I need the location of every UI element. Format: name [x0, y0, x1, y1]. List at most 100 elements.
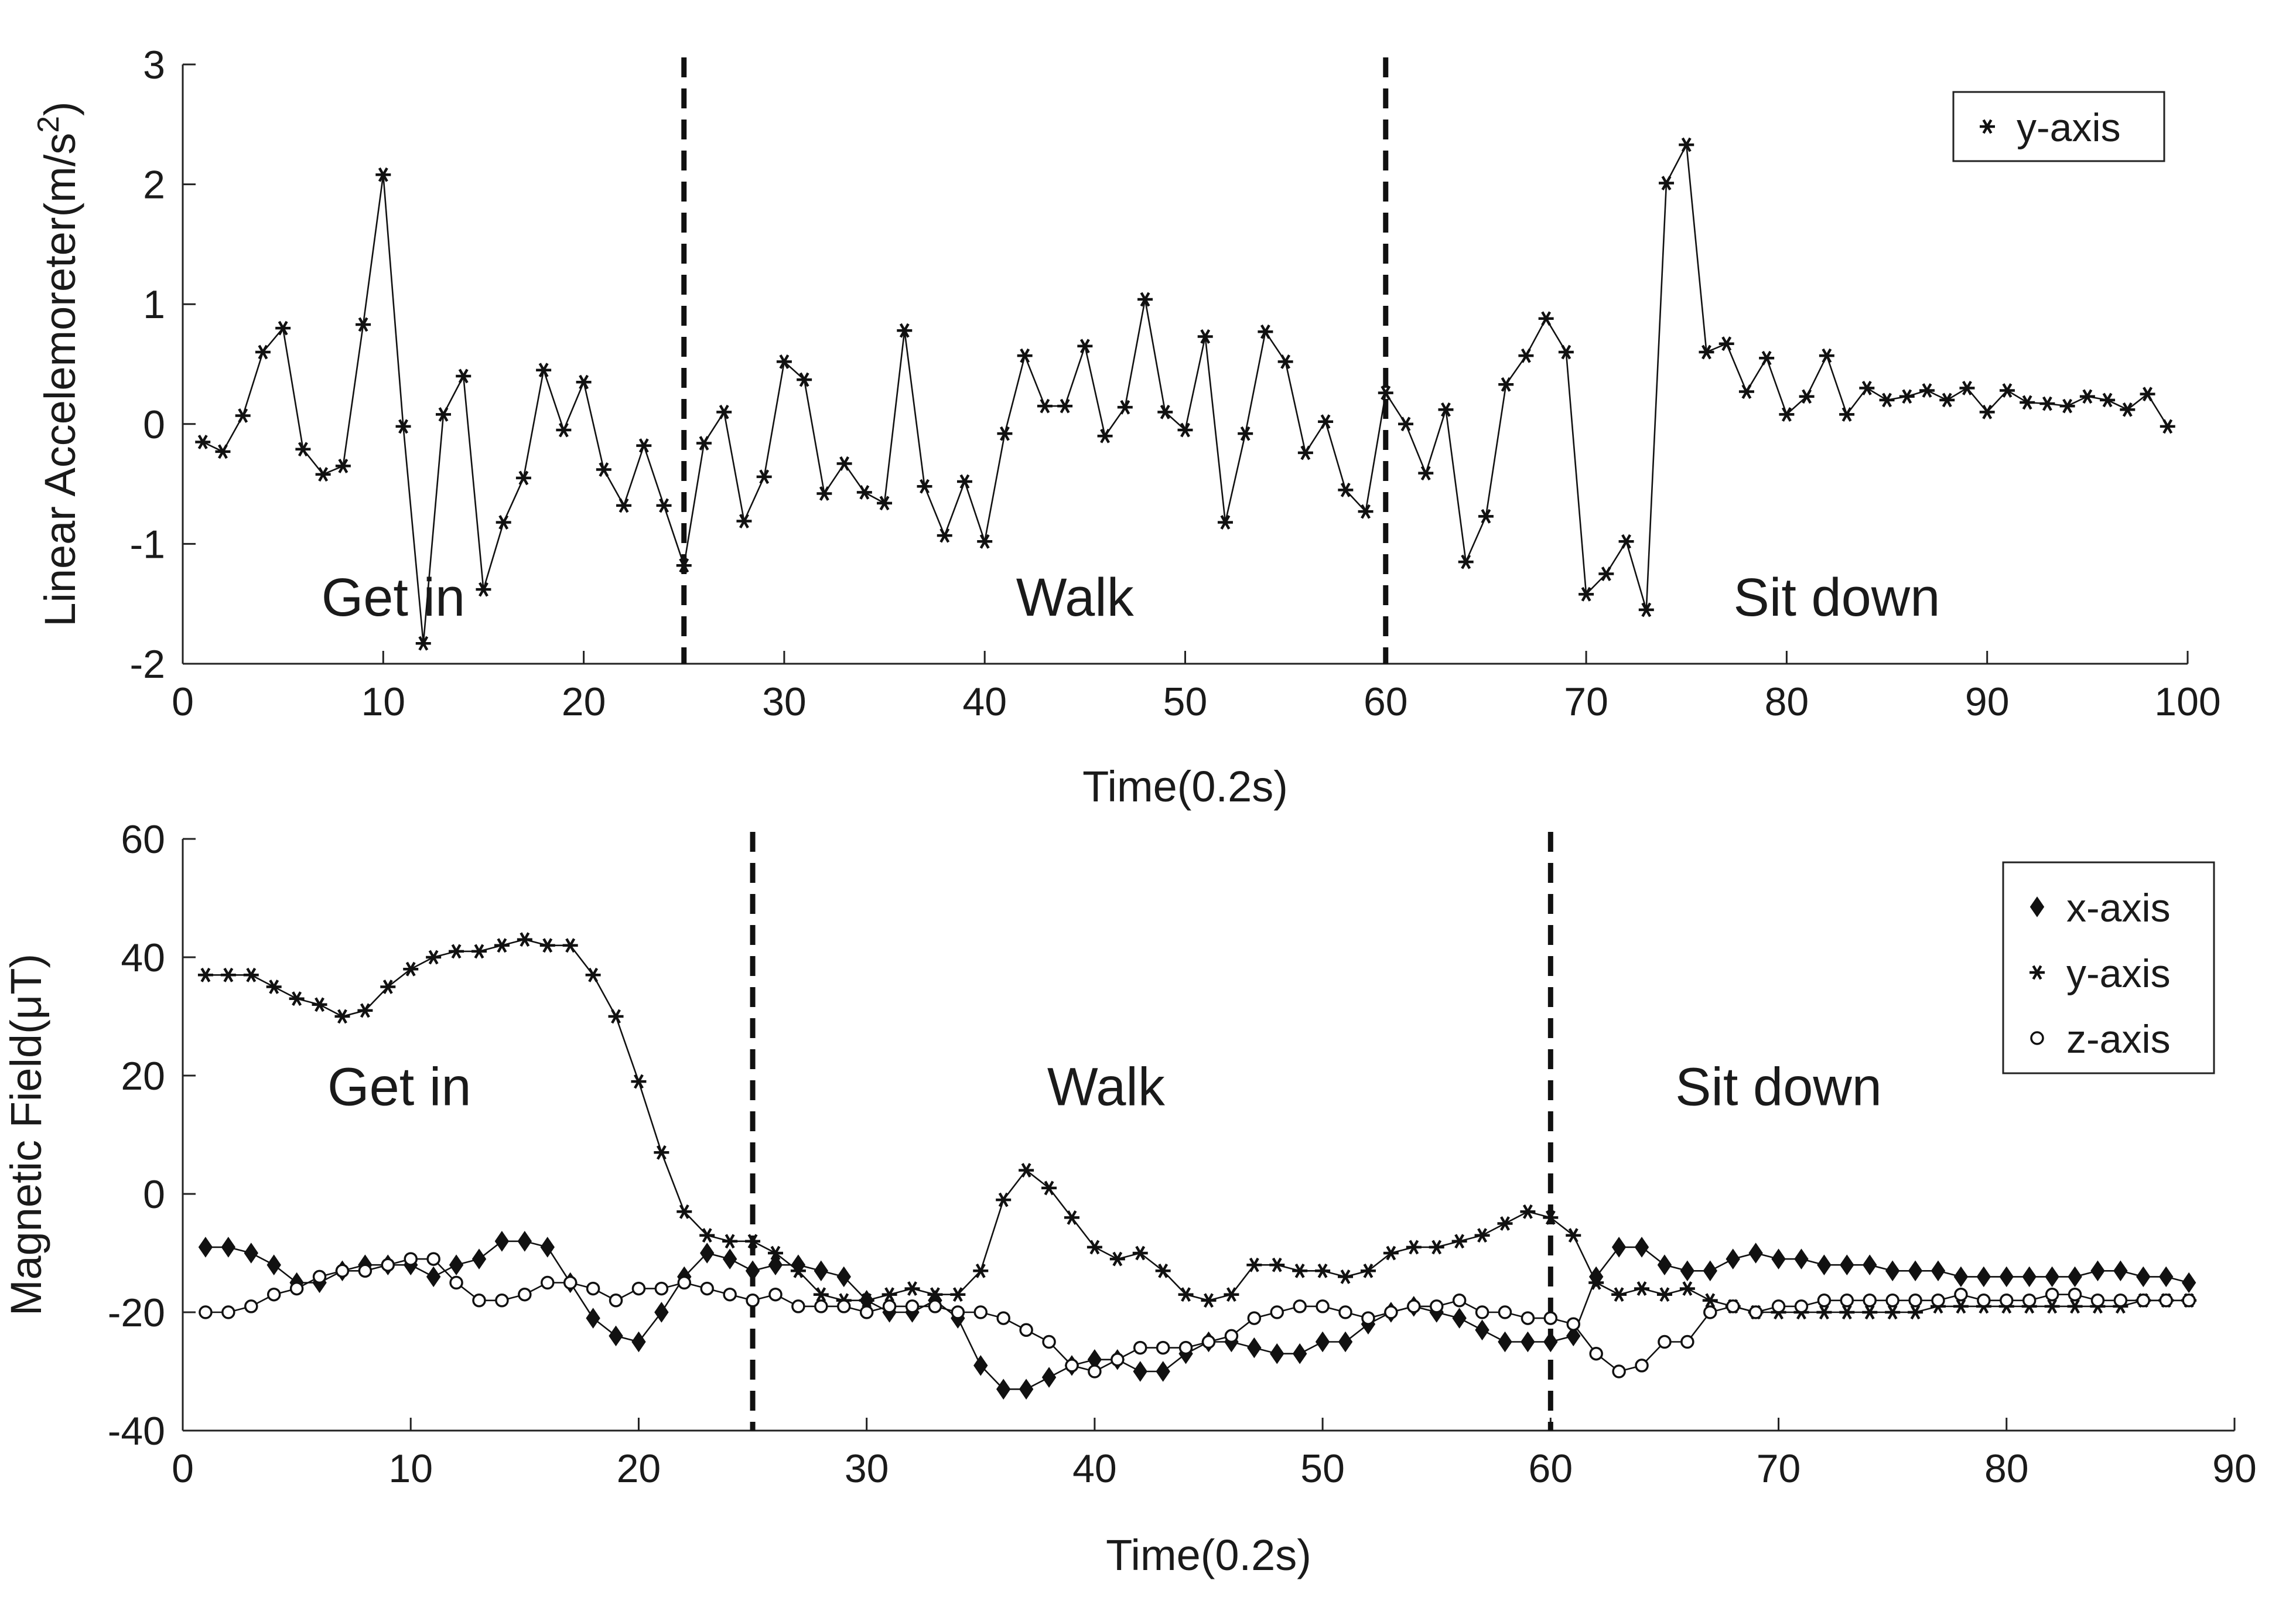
data-point-z-axis	[677, 1275, 692, 1290]
data-point-y-axis	[1017, 349, 1033, 363]
data-point-z-axis	[1885, 1294, 1899, 1308]
data-point-x-axis	[1338, 1332, 1353, 1352]
data-point-x-axis	[426, 1267, 441, 1287]
data-point-z-axis	[1977, 1294, 1991, 1308]
phase-label: Walk	[1016, 568, 1135, 627]
x-tick-label: 50	[1300, 1446, 1345, 1491]
data-point-z-axis	[1224, 1329, 1239, 1343]
data-point-z-axis	[2000, 1294, 2014, 1308]
data-point-x-axis	[1976, 1267, 1991, 1287]
data-point-y-axis	[631, 1075, 646, 1088]
data-point-x-axis	[449, 1255, 464, 1275]
data-point-z-axis	[746, 1294, 760, 1308]
data-point-y-axis	[244, 968, 259, 982]
data-point-x-axis	[2022, 1267, 2037, 1287]
data-point-z-axis	[2182, 1294, 2196, 1308]
data-point-y-axis	[736, 514, 751, 528]
data-point-z-axis	[1361, 1311, 1375, 1325]
data-point-x-axis	[996, 1379, 1011, 1400]
data-point-y-axis	[2068, 1300, 2083, 1313]
data-point-y-axis	[1619, 535, 1634, 548]
data-point-y-axis	[1959, 381, 1974, 395]
data-point-x-axis	[517, 1231, 532, 1251]
data-point-y-axis	[1719, 337, 1734, 350]
x-tick-label: 60	[1364, 680, 1408, 724]
x-tick-label: 90	[1965, 680, 2010, 724]
data-point-x-axis	[1452, 1308, 1467, 1329]
y-tick-label: 40	[121, 936, 165, 980]
data-point-x-axis	[1042, 1367, 1057, 1388]
data-point-z-axis	[244, 1299, 258, 1313]
data-point-y-axis	[1816, 1306, 1832, 1319]
data-point-z-axis	[563, 1275, 578, 1290]
data-point-y-axis	[882, 1288, 897, 1301]
data-point-y-axis	[1246, 1258, 1262, 1272]
data-point-y-axis	[1269, 1258, 1284, 1272]
data-point-x-axis	[700, 1243, 715, 1263]
data-point-y-axis	[857, 486, 872, 499]
data-point-y-axis	[905, 1282, 920, 1295]
data-point-z-axis	[1407, 1299, 1421, 1313]
data-point-z-axis	[1384, 1305, 1398, 1319]
data-point-z-axis	[928, 1299, 942, 1313]
data-point-y-axis	[757, 470, 772, 484]
data-point-z-axis	[289, 1281, 304, 1296]
x-axis-label: Time(0.2s)	[1082, 762, 1288, 811]
data-point-x-axis	[1247, 1337, 1262, 1358]
data-point-x-axis	[2136, 1267, 2151, 1287]
data-point-y-axis	[1118, 401, 1133, 414]
phase-label: Sit down	[1734, 568, 1940, 627]
data-point-z-axis	[426, 1252, 440, 1266]
legend-label: z-axis	[2066, 1017, 2171, 1062]
data-point-y-axis	[536, 363, 551, 377]
data-point-y-axis	[996, 1193, 1011, 1207]
data-point-y-axis	[837, 457, 852, 470]
data-point-y-axis	[1539, 312, 1554, 325]
data-point-y-axis	[716, 405, 732, 419]
data-point-y-axis	[977, 535, 992, 548]
data-point-y-axis	[1880, 394, 1895, 407]
data-point-x-axis	[1953, 1267, 1968, 1287]
data-point-z-axis	[2022, 1294, 2037, 1308]
data-point-y-axis	[2100, 394, 2115, 407]
data-point-z-axis	[1703, 1305, 1717, 1319]
data-point-z-axis	[1247, 1311, 1262, 1325]
data-point-y-axis	[517, 933, 532, 946]
data-point-z-axis	[859, 1305, 874, 1319]
data-point-x-axis	[1133, 1361, 1147, 1381]
data-point-x-axis	[2090, 1261, 2105, 1281]
x-tick-label: 10	[361, 680, 405, 724]
y-tick-label: 20	[121, 1054, 165, 1098]
data-point-z-axis	[1566, 1317, 1581, 1331]
data-point-y-axis	[1292, 1264, 1307, 1278]
data-point-y-axis	[1520, 1205, 1535, 1219]
data-point-y-axis	[1238, 427, 1253, 441]
data-point-y-axis	[1406, 1241, 1422, 1254]
data-point-y-axis	[1819, 349, 1834, 363]
data-point-z-axis	[2159, 1294, 2173, 1308]
legend-marker-z-axis	[2030, 1031, 2044, 1045]
data-point-z-axis	[768, 1287, 783, 1302]
data-point-y-axis	[1137, 293, 1153, 306]
data-point-y-axis	[195, 435, 210, 449]
data-point-x-axis	[1156, 1361, 1170, 1381]
data-point-y-axis	[255, 346, 271, 359]
x-tick-label: 30	[845, 1446, 889, 1491]
data-point-z-axis	[518, 1287, 532, 1302]
data-point-x-axis	[1771, 1249, 1786, 1269]
data-point-z-axis	[221, 1305, 235, 1319]
data-point-y-axis	[957, 475, 972, 489]
series-line-x-axis	[205, 1240, 2189, 1390]
data-point-y-axis	[1037, 400, 1053, 413]
data-point-z-axis	[1863, 1294, 1877, 1308]
y-tick-label: 60	[121, 817, 165, 862]
data-point-z-axis	[1338, 1305, 1352, 1319]
data-point-z-axis	[882, 1299, 897, 1313]
data-point-z-axis	[973, 1305, 988, 1319]
magnetic-field-chart: 0 10 20 30 40 50 60 70 80 90 -40 -20 0 20 40 60 Time(0.2…	[2, 817, 2257, 1579]
data-point-y-axis	[2160, 420, 2175, 434]
data-point-z-axis	[631, 1281, 646, 1296]
x-tick-label: 80	[1984, 1446, 2029, 1491]
data-point-z-axis	[199, 1305, 213, 1319]
